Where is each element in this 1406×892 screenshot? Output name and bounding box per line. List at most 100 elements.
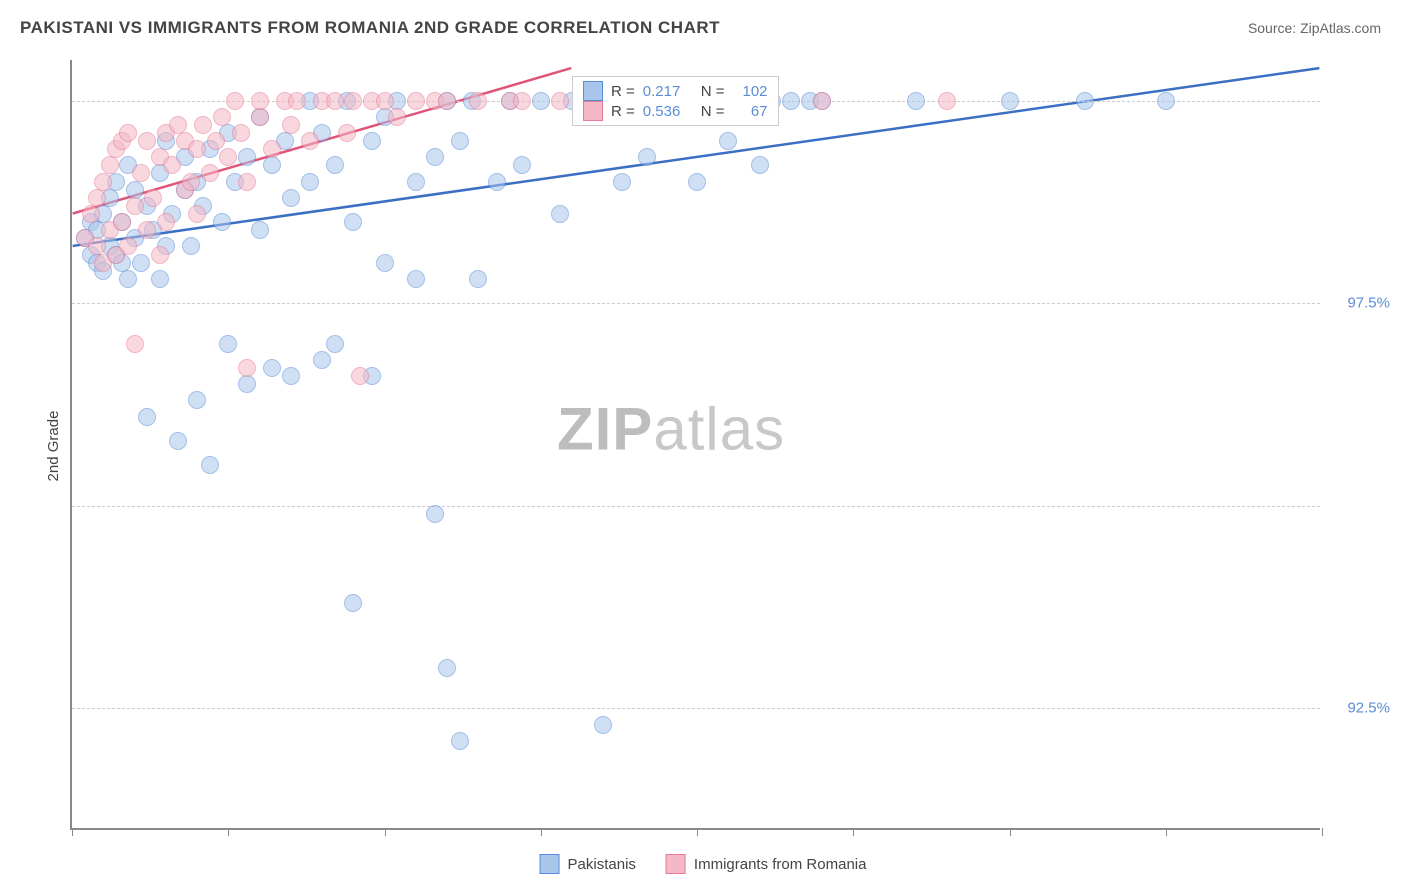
scatter-point (126, 335, 144, 353)
scatter-point (638, 148, 656, 166)
scatter-point (144, 189, 162, 207)
x-tick (1322, 828, 1323, 836)
gridline (72, 506, 1320, 507)
legend-swatch (666, 854, 686, 874)
y-tick-label: 92.5% (1330, 700, 1390, 717)
source-attribution: Source: ZipAtlas.com (1248, 20, 1381, 36)
scatter-point (251, 108, 269, 126)
scatter-point (226, 92, 244, 110)
y-tick-label: 97.5% (1330, 295, 1390, 312)
scatter-point (182, 237, 200, 255)
stats-legend: R =0.217N =102R =0.536N =67 (572, 76, 779, 126)
scatter-point (151, 270, 169, 288)
watermark: ZIPatlas (557, 394, 785, 463)
scatter-point (344, 92, 362, 110)
scatter-point (94, 173, 112, 191)
x-tick (1166, 828, 1167, 836)
scatter-point (376, 254, 394, 272)
n-value: 102 (733, 83, 768, 100)
scatter-point (138, 132, 156, 150)
scatter-point (263, 359, 281, 377)
scatter-point (282, 116, 300, 134)
scatter-point (344, 594, 362, 612)
x-tick (853, 828, 854, 836)
scatter-point (282, 367, 300, 385)
scatter-point (407, 270, 425, 288)
scatter-point (82, 205, 100, 223)
scatter-point (407, 92, 425, 110)
x-tick (72, 828, 73, 836)
scatter-point (238, 359, 256, 377)
watermark-light: atlas (653, 395, 785, 462)
bottom-legend: Pakistanis Immigrants from Romania (540, 854, 867, 874)
scatter-point (113, 213, 131, 231)
x-tick (541, 828, 542, 836)
chart-container: PAKISTANI VS IMMIGRANTS FROM ROMANIA 2ND… (0, 0, 1406, 892)
x-tick (228, 828, 229, 836)
scatter-point (344, 213, 362, 231)
scatter-point (613, 173, 631, 191)
scatter-point (201, 456, 219, 474)
scatter-point (169, 432, 187, 450)
scatter-point (594, 716, 612, 734)
scatter-point (426, 505, 444, 523)
chart-title: PAKISTANI VS IMMIGRANTS FROM ROMANIA 2ND… (20, 18, 720, 38)
scatter-point (313, 351, 331, 369)
x-tick (1010, 828, 1011, 836)
scatter-point (451, 732, 469, 750)
scatter-point (288, 92, 306, 110)
plot-area: ZIPatlas 92.5%97.5%R =0.217N =102R =0.53… (70, 60, 1320, 830)
bottom-legend-item: Immigrants from Romania (666, 854, 867, 874)
scatter-point (251, 221, 269, 239)
r-label: R = (611, 83, 635, 100)
scatter-point (813, 92, 831, 110)
r-value: 0.536 (643, 103, 693, 120)
watermark-bold: ZIP (557, 395, 653, 462)
scatter-point (338, 124, 356, 142)
scatter-point (232, 124, 250, 142)
scatter-point (188, 205, 206, 223)
scatter-point (513, 156, 531, 174)
scatter-point (532, 92, 550, 110)
scatter-point (251, 92, 269, 110)
n-value: 67 (733, 103, 768, 120)
scatter-point (426, 148, 444, 166)
scatter-point (938, 92, 956, 110)
legend-swatch (540, 854, 560, 874)
stats-legend-row: R =0.217N =102 (583, 81, 768, 101)
scatter-point (213, 108, 231, 126)
scatter-point (119, 270, 137, 288)
bottom-legend-item: Pakistanis (540, 854, 636, 874)
scatter-point (157, 213, 175, 231)
scatter-point (488, 173, 506, 191)
scatter-point (119, 237, 137, 255)
scatter-point (163, 156, 181, 174)
scatter-point (194, 116, 212, 134)
scatter-point (513, 92, 531, 110)
scatter-point (407, 173, 425, 191)
x-tick (697, 828, 698, 836)
scatter-point (907, 92, 925, 110)
scatter-point (151, 246, 169, 264)
scatter-point (132, 254, 150, 272)
scatter-point (326, 335, 344, 353)
n-label: N = (701, 103, 725, 120)
scatter-point (469, 92, 487, 110)
scatter-point (438, 659, 456, 677)
stats-legend-row: R =0.536N =67 (583, 101, 768, 121)
scatter-point (138, 408, 156, 426)
scatter-point (182, 173, 200, 191)
scatter-point (301, 173, 319, 191)
scatter-point (376, 92, 394, 110)
scatter-point (551, 92, 569, 110)
gridline (72, 303, 1320, 304)
legend-swatch (583, 101, 603, 121)
legend-label: Pakistanis (568, 856, 636, 873)
scatter-point (1157, 92, 1175, 110)
n-label: N = (701, 83, 725, 100)
scatter-point (438, 92, 456, 110)
scatter-point (326, 156, 344, 174)
scatter-point (782, 92, 800, 110)
scatter-point (282, 189, 300, 207)
scatter-point (126, 197, 144, 215)
